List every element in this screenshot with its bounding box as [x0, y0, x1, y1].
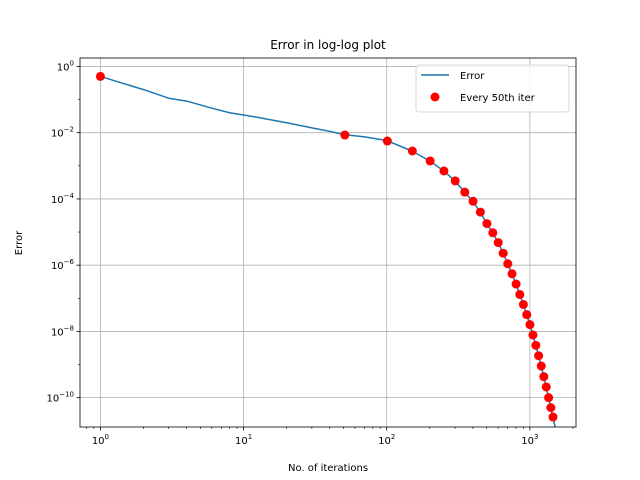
every-50th-marker [482, 219, 492, 229]
y-tick-label: 10−4 [51, 192, 75, 206]
every-50th-marker [525, 320, 535, 330]
plot-frame [79, 57, 577, 428]
every-50th-marker [498, 248, 508, 258]
every-50th-marker [531, 340, 541, 350]
legend-marker-swatch [430, 92, 440, 102]
every-50th-marker [475, 207, 485, 217]
legend-label-every-50th: Every 50th iter [460, 93, 536, 104]
every-50th-marker [95, 71, 105, 81]
every-50th-marker [382, 136, 392, 146]
legend-label-error: Error [460, 71, 485, 82]
x-tick-label: 102 [378, 433, 395, 447]
axis-ticks: 100 101 102 103 100 10−2 10−4 10−6 10−8 10−10 [46, 59, 574, 447]
every-50th-marker [488, 228, 498, 238]
every-50th-marker [528, 330, 538, 340]
y-tick-label: 100 [57, 59, 74, 73]
plot-series [95, 71, 558, 428]
every-50th-marker [503, 259, 513, 269]
every-50th-marker [439, 166, 449, 176]
legend-box [415, 64, 570, 113]
every-50th-marker [450, 176, 460, 186]
every-50th-marker [546, 403, 556, 413]
y-tick-label: 10−8 [51, 324, 74, 338]
every-50th-marker [544, 393, 554, 403]
y-axis-label: Error [14, 230, 25, 255]
every-50th-marker [548, 412, 558, 422]
every-50th-marker [511, 279, 521, 289]
x-axis-label: No. of iterations [288, 463, 368, 474]
every-50th-marker [507, 269, 517, 279]
every-50th-marker [536, 361, 546, 371]
legend: Error Every 50th iter [415, 64, 570, 113]
x-tick-label: 101 [235, 433, 252, 447]
every-50th-marker [340, 130, 350, 140]
y-tick-label: 10−10 [46, 391, 74, 405]
y-tick-label: 10−6 [51, 258, 75, 272]
every-50th-marker [541, 382, 551, 392]
every-50th-marker [539, 372, 549, 382]
every-50th-marker [515, 290, 525, 300]
every-50th-marker [468, 196, 478, 206]
every-50th-marker [407, 146, 417, 156]
every-50th-marker [518, 299, 528, 309]
grid [80, 58, 576, 427]
every-50th-marker [522, 310, 532, 320]
every-50th-marker [534, 351, 544, 361]
x-tick-label: 100 [92, 433, 109, 447]
x-tick-label: 103 [521, 433, 538, 447]
y-tick-label: 10−2 [51, 126, 74, 140]
chart-title: Error in log-log plot [270, 38, 386, 52]
every-50th-marker [425, 156, 435, 166]
every-50th-marker [493, 238, 503, 248]
every-50th-marker [460, 187, 470, 197]
